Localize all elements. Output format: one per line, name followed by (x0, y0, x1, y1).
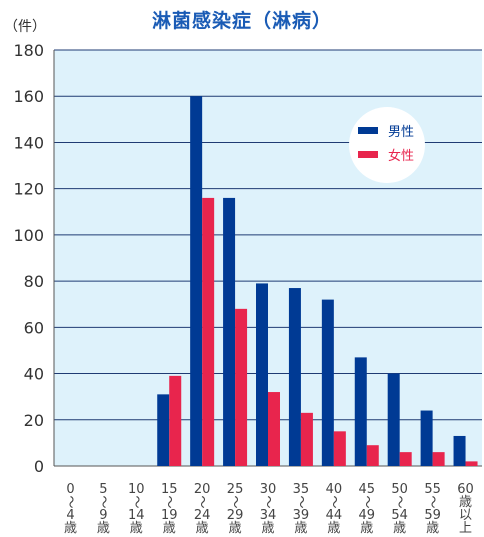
x-tick-label: 30 (260, 482, 277, 497)
legend-swatch-male (358, 127, 378, 134)
legend-label-male: 男性 (388, 125, 414, 140)
legend-label-female: 女性 (388, 148, 414, 164)
x-tick-label: 45 (358, 482, 375, 497)
x-tick-label: 歳 (294, 521, 307, 536)
x-tick-label: 40 (326, 482, 343, 497)
x-tick-label: 〜 (260, 495, 275, 508)
bar-male (420, 410, 433, 466)
y-tick-label: 100 (13, 226, 44, 245)
y-tick-label: 80 (24, 272, 44, 291)
x-tick-label: 〜 (95, 495, 110, 508)
y-tick-label: 180 (13, 41, 44, 60)
x-tick-label: 〜 (392, 495, 407, 508)
bar-female (268, 392, 280, 466)
x-tick-label: 39 (293, 508, 310, 523)
x-tick-label: 歳 (196, 521, 209, 536)
bar-female (465, 461, 478, 466)
bar-female (235, 308, 248, 466)
bar-male (453, 435, 466, 466)
x-tick-label: 歳 (426, 521, 439, 536)
y-tick-label: 0 (34, 457, 44, 476)
x-tick-label: 15 (161, 482, 178, 497)
y-tick-label: 160 (13, 87, 44, 106)
x-tick-label: 歳 (130, 521, 143, 536)
bar-male (223, 197, 236, 466)
bar-male (190, 96, 203, 466)
bar-female (169, 375, 182, 466)
x-tick-label: 〜 (128, 495, 143, 508)
x-tick-label: 50 (391, 482, 408, 497)
x-tick-label: 5 (99, 482, 107, 497)
x-tick-label: 55 (424, 482, 441, 497)
x-tick-label: 〜 (194, 495, 209, 508)
bar-male (354, 357, 367, 466)
x-tick-label: 9 (99, 508, 107, 523)
y-tick-label: 60 (24, 318, 44, 337)
x-tick-label: 以 (459, 508, 472, 523)
bar-female (432, 452, 445, 466)
x-tick-label: 35 (293, 482, 310, 497)
x-tick-label: 60 (457, 482, 474, 497)
y-unit-label: （件） (4, 19, 46, 35)
bar-male (321, 299, 334, 466)
x-tick-label: 10 (128, 482, 145, 497)
legend-background (349, 107, 425, 183)
x-tick-label: 〜 (359, 495, 374, 508)
x-tick-label: 29 (227, 508, 244, 523)
bar-female (202, 197, 215, 466)
x-tick-label: 44 (326, 508, 343, 523)
x-tick-label: 〜 (161, 495, 176, 508)
x-tick-label: 歳 (261, 521, 274, 536)
x-tick-label: 59 (424, 508, 441, 523)
x-tick-label: 19 (161, 508, 178, 523)
chart-title: 淋菌感染症（淋病） (151, 10, 332, 32)
x-tick-label: 24 (194, 508, 211, 523)
y-tick-label: 140 (13, 133, 44, 152)
y-tick-label: 40 (24, 365, 44, 384)
bar-male (288, 288, 301, 466)
x-tick-label: 〜 (425, 495, 440, 508)
x-tick-label: 歳 (64, 521, 77, 536)
x-tick-label: 20 (194, 482, 211, 497)
x-tick-label: 歳 (327, 521, 340, 536)
x-tick-label: 54 (391, 508, 408, 523)
bar-male (256, 283, 268, 466)
x-tick-label: 歳 (393, 521, 406, 536)
bar-female (333, 431, 346, 466)
x-tick-label: 歳 (229, 521, 242, 536)
x-tick-label: 歳 (459, 495, 472, 510)
x-tick-label: 0 (66, 482, 74, 497)
x-tick-label: 4 (66, 508, 74, 523)
x-tick-label: 歳 (97, 521, 110, 536)
x-tick-label: 14 (128, 508, 145, 523)
x-tick-label: 〜 (62, 495, 77, 508)
x-tick-label: 〜 (227, 495, 242, 508)
bar-female (399, 452, 412, 466)
bar-male (387, 373, 400, 466)
y-tick-label: 120 (13, 180, 44, 199)
x-tick-label: 歳 (163, 521, 176, 536)
legend-swatch-female (358, 151, 378, 158)
x-tick-label: 49 (358, 508, 375, 523)
x-tick-label: 上 (459, 521, 472, 536)
x-tick-label: 〜 (293, 495, 308, 508)
bar-female (300, 412, 313, 466)
x-tick-label: 25 (227, 482, 244, 497)
bar-female (366, 445, 379, 466)
x-tick-label: 〜 (326, 495, 341, 508)
bar-male (157, 394, 170, 466)
x-tick-label: 34 (260, 508, 277, 523)
x-tick-label: 歳 (360, 521, 373, 536)
y-tick-label: 20 (24, 411, 44, 430)
